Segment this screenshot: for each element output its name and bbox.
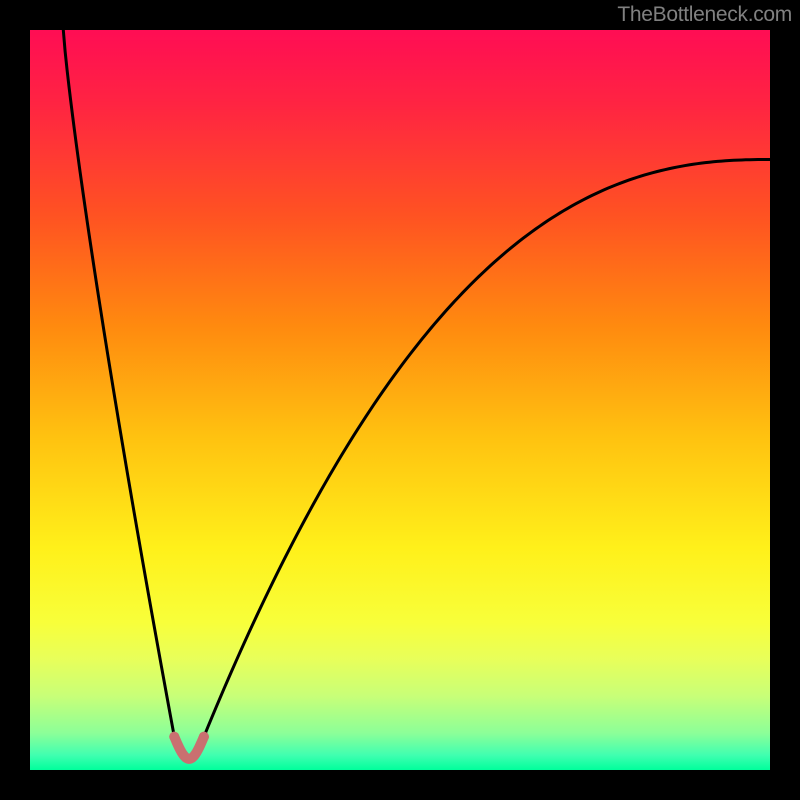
plot-background <box>30 30 770 770</box>
dip-endpoint-right <box>199 732 209 742</box>
plot-svg <box>0 0 800 800</box>
plot-area <box>30 30 770 770</box>
watermark-text: TheBottleneck.com <box>617 3 792 27</box>
dip-endpoint-left <box>169 732 179 742</box>
root-container: TheBottleneck.com <box>0 0 800 800</box>
